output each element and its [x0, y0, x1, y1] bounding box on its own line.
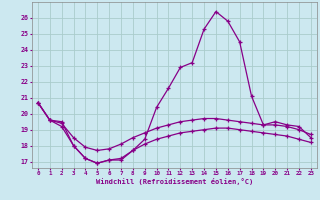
X-axis label: Windchill (Refroidissement éolien,°C): Windchill (Refroidissement éolien,°C) [96, 178, 253, 185]
